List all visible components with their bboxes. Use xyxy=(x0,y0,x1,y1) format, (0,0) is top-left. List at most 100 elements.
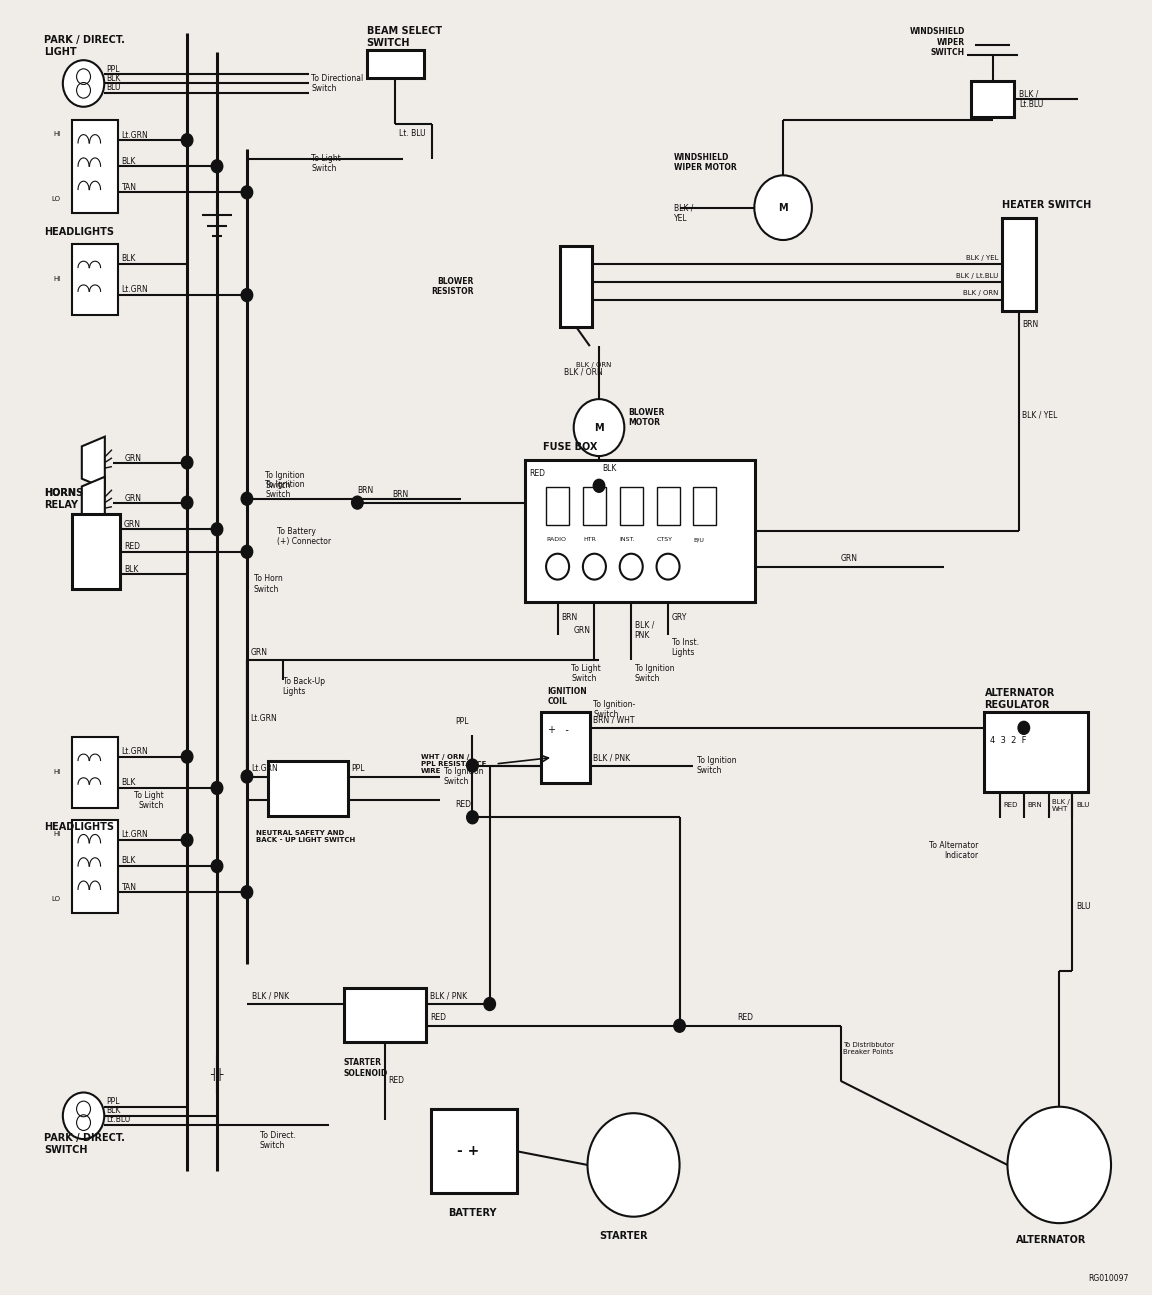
Text: BLK: BLK xyxy=(602,465,616,474)
Text: LO: LO xyxy=(52,196,61,202)
Text: BRN: BRN xyxy=(1023,320,1039,329)
Circle shape xyxy=(467,759,478,772)
Text: To Alternator
Indicator: To Alternator Indicator xyxy=(930,840,979,860)
Bar xyxy=(546,487,569,526)
Text: To Distribbutor
Breaker Points: To Distribbutor Breaker Points xyxy=(843,1042,894,1055)
Circle shape xyxy=(546,554,569,580)
Circle shape xyxy=(211,781,222,794)
Polygon shape xyxy=(82,436,105,488)
Text: Lt. BLU: Lt. BLU xyxy=(399,130,425,139)
Circle shape xyxy=(674,1019,685,1032)
Text: To Ignition
Switch: To Ignition Switch xyxy=(265,471,305,491)
Bar xyxy=(694,487,717,526)
Text: BLU: BLU xyxy=(106,83,121,92)
Bar xyxy=(657,487,680,526)
Circle shape xyxy=(1018,721,1030,734)
Text: M: M xyxy=(594,422,604,433)
Text: Lt.GRN: Lt.GRN xyxy=(121,131,149,140)
Text: HI: HI xyxy=(53,276,61,282)
Text: - +: - + xyxy=(457,1145,479,1158)
Text: BLK / ORN: BLK / ORN xyxy=(564,368,604,377)
Text: BLK / PNK: BLK / PNK xyxy=(251,992,289,1001)
Circle shape xyxy=(181,496,192,509)
Text: HORNS: HORNS xyxy=(45,488,84,497)
Text: HEATER SWITCH: HEATER SWITCH xyxy=(1002,201,1091,210)
Bar xyxy=(267,761,348,816)
Bar xyxy=(73,119,118,212)
Text: PARK / DIRECT.
LIGHT: PARK / DIRECT. LIGHT xyxy=(45,35,126,57)
Circle shape xyxy=(620,554,643,580)
Text: HI: HI xyxy=(53,830,61,837)
Text: BATTERY: BATTERY xyxy=(448,1208,497,1217)
Circle shape xyxy=(241,289,252,302)
Circle shape xyxy=(241,545,252,558)
Text: RED: RED xyxy=(388,1076,404,1085)
Text: BLK /
WHT: BLK / WHT xyxy=(1052,799,1070,812)
Bar xyxy=(525,460,756,602)
Text: FUSE BOX: FUSE BOX xyxy=(543,442,597,452)
Text: ALTERNATOR: ALTERNATOR xyxy=(1016,1235,1086,1244)
Bar xyxy=(73,514,120,589)
Text: WINDSHIELD
WIPER MOTOR: WINDSHIELD WIPER MOTOR xyxy=(674,153,736,172)
Text: WINDSHIELD
WIPER
SWITCH: WINDSHIELD WIPER SWITCH xyxy=(910,27,965,57)
Text: Lt.GRN: Lt.GRN xyxy=(250,714,278,723)
Text: INST.: INST. xyxy=(620,537,636,543)
Bar xyxy=(431,1110,517,1194)
Text: GRN: GRN xyxy=(124,495,142,504)
Text: To Light
Switch: To Light Switch xyxy=(571,663,601,682)
Text: RG010097: RG010097 xyxy=(1087,1274,1128,1283)
Circle shape xyxy=(211,523,222,536)
Text: WHT / ORN /
PPL RESISTANCE
WIRE: WHT / ORN / PPL RESISTANCE WIRE xyxy=(420,754,486,774)
Text: GRN: GRN xyxy=(123,519,141,528)
Text: Lt.BLU: Lt.BLU xyxy=(106,1115,131,1124)
Text: M: M xyxy=(779,203,788,212)
Bar xyxy=(73,243,118,315)
Bar xyxy=(583,487,606,526)
Text: BLK: BLK xyxy=(123,565,138,574)
Text: BLK: BLK xyxy=(121,157,136,166)
Bar xyxy=(73,820,118,913)
Circle shape xyxy=(211,860,222,873)
Text: RED: RED xyxy=(1003,803,1018,808)
Bar xyxy=(541,712,590,783)
Polygon shape xyxy=(82,477,105,528)
Bar xyxy=(985,712,1087,793)
Text: HEADLIGHTS: HEADLIGHTS xyxy=(45,822,114,833)
Text: To Battery
(+) Connector: To Battery (+) Connector xyxy=(276,527,331,546)
Text: To Ignition
Switch: To Ignition Switch xyxy=(444,767,483,786)
Circle shape xyxy=(593,479,605,492)
Text: To Back-Up
Lights: To Back-Up Lights xyxy=(282,676,325,695)
Text: B/U: B/U xyxy=(694,537,704,543)
Circle shape xyxy=(574,399,624,456)
Text: To Direct.
Switch: To Direct. Switch xyxy=(259,1131,295,1150)
Circle shape xyxy=(1008,1107,1111,1224)
Text: To Ignition-
Switch: To Ignition- Switch xyxy=(593,701,636,720)
Text: GRN: GRN xyxy=(574,627,591,635)
Text: BLK / Lt.BLU: BLK / Lt.BLU xyxy=(956,273,999,278)
Text: 4  3  2  F: 4 3 2 F xyxy=(991,736,1026,745)
Text: BLK / PNK: BLK / PNK xyxy=(593,754,630,763)
Text: BLK / YEL: BLK / YEL xyxy=(1023,411,1058,420)
Text: BRN: BRN xyxy=(1028,803,1043,808)
Text: To Ignition
Switch: To Ignition Switch xyxy=(265,480,305,500)
Text: GRN: GRN xyxy=(841,554,857,563)
Text: RED: RED xyxy=(529,469,545,478)
Text: BLK / YEL: BLK / YEL xyxy=(965,255,999,260)
Text: ┤├: ┤├ xyxy=(211,1068,223,1081)
Circle shape xyxy=(241,186,252,199)
Text: BLU: BLU xyxy=(1076,901,1091,910)
Text: BLOWER
MOTOR: BLOWER MOTOR xyxy=(628,408,665,427)
Bar xyxy=(366,49,424,78)
Bar xyxy=(560,246,592,326)
Circle shape xyxy=(755,175,812,240)
Circle shape xyxy=(657,554,680,580)
Circle shape xyxy=(241,886,252,899)
Text: BRN: BRN xyxy=(392,491,408,500)
Text: HTR: HTR xyxy=(583,537,596,543)
Circle shape xyxy=(211,159,222,172)
Text: RED: RED xyxy=(455,800,471,809)
Bar xyxy=(971,80,1015,117)
Circle shape xyxy=(181,133,192,146)
Circle shape xyxy=(583,554,606,580)
Text: LO: LO xyxy=(52,896,61,901)
